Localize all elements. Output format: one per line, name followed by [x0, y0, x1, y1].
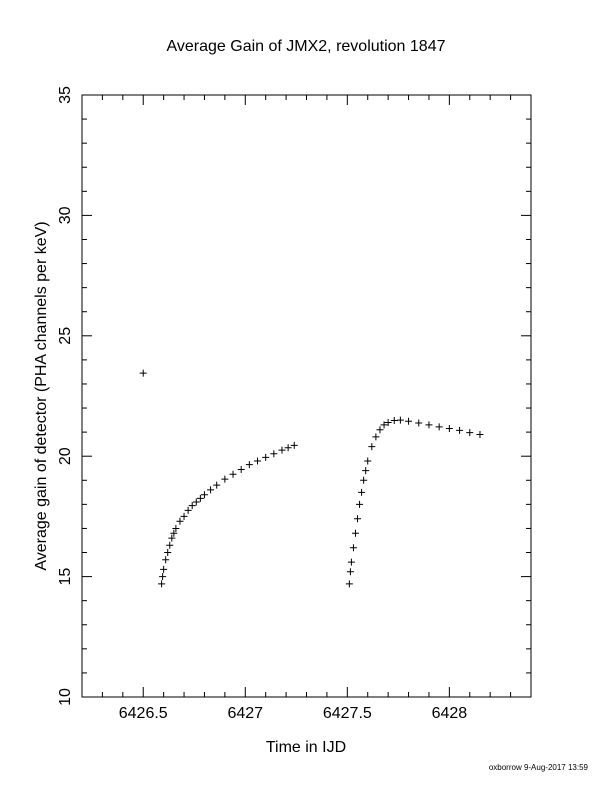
point [380, 421, 388, 429]
point [168, 534, 176, 542]
point [368, 443, 376, 451]
point [284, 444, 292, 452]
y-tick-label: 10 [57, 688, 74, 706]
point [351, 529, 359, 537]
point [139, 369, 147, 377]
point [362, 467, 370, 475]
point [360, 476, 368, 484]
point [390, 417, 398, 425]
point [476, 431, 484, 439]
point [435, 423, 443, 431]
point [347, 558, 355, 566]
point [158, 580, 166, 588]
point [160, 565, 168, 573]
point [346, 568, 354, 576]
point [270, 450, 278, 458]
point [245, 461, 253, 469]
point [229, 470, 237, 478]
chart-title: Average Gain of JMX2, revolution 1847 [167, 38, 446, 55]
point [445, 425, 453, 433]
point [170, 529, 178, 537]
point [356, 500, 364, 508]
point [396, 416, 404, 424]
point [207, 486, 215, 494]
point [254, 457, 262, 465]
point [372, 433, 380, 441]
point [405, 417, 413, 425]
footer: oxborrow 9-Aug-2017 13:59 [489, 763, 589, 772]
x-tick-label: 6427 [227, 705, 263, 722]
point [166, 541, 174, 549]
plot-frame [81, 94, 532, 698]
y-axis-label: Average gain of detector (PHA channels p… [33, 221, 50, 570]
x-tick-label: 6427.5 [323, 705, 372, 722]
y-tick-label: 15 [57, 568, 74, 586]
point [262, 453, 270, 461]
point [364, 457, 372, 465]
point [425, 421, 433, 429]
point [354, 515, 362, 523]
point [184, 506, 192, 514]
point [196, 494, 204, 502]
y-tick-label: 25 [57, 327, 74, 345]
point [376, 426, 384, 434]
y-tick-label: 20 [57, 447, 74, 465]
y-tick-label: 30 [57, 206, 74, 224]
point [180, 512, 188, 520]
point [188, 502, 196, 510]
point [192, 498, 200, 506]
point [384, 418, 392, 426]
point [159, 573, 167, 581]
point [278, 446, 286, 454]
point [176, 517, 184, 525]
point [349, 544, 357, 552]
point [345, 580, 353, 588]
point [466, 429, 474, 437]
point [237, 465, 245, 473]
point [358, 488, 366, 496]
x-tick-label: 6428 [432, 705, 468, 722]
point [415, 419, 423, 427]
point [213, 481, 221, 489]
y-tick-label: 35 [57, 86, 74, 104]
x-axis-label: Time in IJD [266, 739, 346, 756]
point [164, 549, 172, 557]
point [162, 556, 170, 564]
point [456, 426, 464, 434]
x-tick-label: 6426.5 [119, 705, 168, 722]
point [172, 524, 180, 532]
point [290, 441, 298, 449]
point [200, 491, 208, 499]
point [221, 475, 229, 483]
